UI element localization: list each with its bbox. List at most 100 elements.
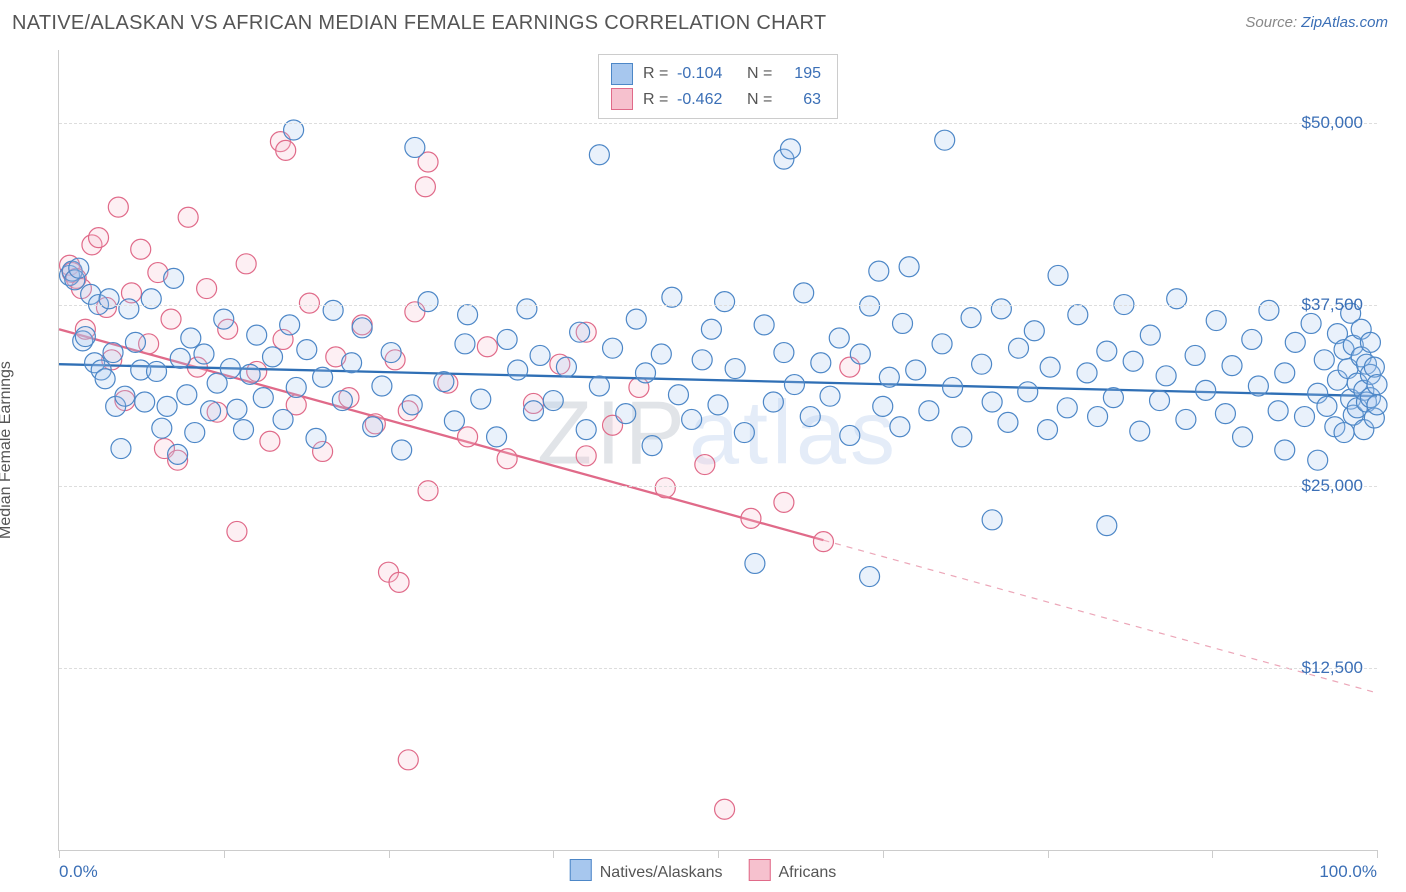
gridline-h bbox=[59, 668, 1377, 669]
scatter-point bbox=[1317, 396, 1337, 416]
legend-label-1: Natives/Alaskans bbox=[600, 864, 723, 881]
scatter-point bbox=[603, 338, 623, 358]
scatter-point bbox=[811, 353, 831, 373]
scatter-point bbox=[164, 268, 184, 288]
scatter-point bbox=[813, 532, 833, 552]
scatter-point bbox=[220, 359, 240, 379]
scatter-point bbox=[763, 392, 783, 412]
scatter-point bbox=[893, 313, 913, 333]
scatter-point bbox=[952, 427, 972, 447]
scatter-point bbox=[227, 521, 247, 541]
scatter-point bbox=[890, 417, 910, 437]
scatter-point bbox=[576, 446, 596, 466]
scatter-point bbox=[135, 392, 155, 412]
y-tick-label: $25,000 bbox=[1302, 476, 1363, 496]
scatter-point bbox=[508, 360, 528, 380]
scatter-point bbox=[982, 392, 1002, 412]
scatter-point bbox=[725, 359, 745, 379]
scatter-point bbox=[829, 328, 849, 348]
y-tick-label: $37,500 bbox=[1302, 295, 1363, 315]
gridline-h bbox=[59, 305, 1377, 306]
scatter-point bbox=[1242, 329, 1262, 349]
stats-n-label: N = bbox=[747, 61, 777, 87]
scatter-point bbox=[434, 372, 454, 392]
x-tick-mark bbox=[389, 850, 390, 858]
scatter-point bbox=[1048, 265, 1068, 285]
scatter-svg bbox=[59, 50, 1377, 850]
scatter-point bbox=[616, 404, 636, 424]
scatter-point bbox=[1009, 338, 1029, 358]
scatter-point bbox=[543, 391, 563, 411]
scatter-point bbox=[157, 396, 177, 416]
scatter-point bbox=[1308, 450, 1328, 470]
scatter-point bbox=[1259, 300, 1279, 320]
scatter-point bbox=[161, 309, 181, 329]
scatter-point bbox=[1088, 407, 1108, 427]
scatter-point bbox=[178, 207, 198, 227]
scatter-point bbox=[668, 385, 688, 405]
source-link[interactable]: ZipAtlas.com bbox=[1301, 14, 1388, 31]
x-tick-label-left: 0.0% bbox=[59, 862, 98, 882]
scatter-point bbox=[1334, 423, 1354, 443]
chart-source: Source: ZipAtlas.com bbox=[1245, 14, 1388, 31]
scatter-point bbox=[626, 309, 646, 329]
stats-legend: R = -0.104 N = 195 R = -0.462 N = 63 bbox=[598, 54, 838, 119]
scatter-point bbox=[530, 345, 550, 365]
scatter-point bbox=[1233, 427, 1253, 447]
scatter-point bbox=[497, 329, 517, 349]
chart-title: NATIVE/ALASKAN VS AFRICAN MEDIAN FEMALE … bbox=[12, 12, 826, 35]
swatch-series-2 bbox=[611, 88, 633, 110]
scatter-point bbox=[754, 315, 774, 335]
scatter-point bbox=[991, 299, 1011, 319]
scatter-point bbox=[1301, 313, 1321, 333]
scatter-point bbox=[1176, 409, 1196, 429]
scatter-point bbox=[1140, 325, 1160, 345]
scatter-point bbox=[794, 283, 814, 303]
scatter-point bbox=[306, 428, 326, 448]
scatter-point bbox=[741, 508, 761, 528]
scatter-point bbox=[1167, 289, 1187, 309]
gridline-h bbox=[59, 123, 1377, 124]
scatter-point bbox=[589, 376, 609, 396]
legend-item-1: Natives/Alaskans bbox=[570, 859, 723, 882]
scatter-point bbox=[471, 389, 491, 409]
scatter-point bbox=[1285, 332, 1305, 352]
scatter-point bbox=[784, 375, 804, 395]
scatter-point bbox=[1150, 391, 1170, 411]
scatter-point bbox=[363, 417, 383, 437]
scatter-point bbox=[1367, 395, 1387, 415]
y-axis-label: Median Female Earnings bbox=[0, 361, 15, 539]
scatter-point bbox=[1024, 321, 1044, 341]
stats-r-label: R = bbox=[643, 87, 677, 113]
stats-row-1: R = -0.104 N = 195 bbox=[611, 61, 821, 87]
scatter-point bbox=[1268, 401, 1288, 421]
scatter-point bbox=[1206, 311, 1226, 331]
scatter-point bbox=[75, 327, 95, 347]
scatter-point bbox=[108, 197, 128, 217]
scatter-point bbox=[313, 367, 333, 387]
legend-label-2: Africans bbox=[778, 864, 836, 881]
scatter-point bbox=[240, 364, 260, 384]
scatter-point bbox=[589, 145, 609, 165]
scatter-point bbox=[820, 386, 840, 406]
scatter-point bbox=[998, 412, 1018, 432]
scatter-point bbox=[1248, 376, 1268, 396]
scatter-point bbox=[381, 343, 401, 363]
scatter-point bbox=[715, 799, 735, 819]
scatter-point bbox=[273, 409, 293, 429]
scatter-point bbox=[342, 353, 362, 373]
scatter-point bbox=[405, 137, 425, 157]
scatter-point bbox=[1103, 388, 1123, 408]
scatter-point bbox=[141, 289, 161, 309]
scatter-point bbox=[418, 292, 438, 312]
scatter-point bbox=[201, 401, 221, 421]
scatter-point bbox=[734, 423, 754, 443]
scatter-point bbox=[418, 481, 438, 501]
scatter-point bbox=[497, 449, 517, 469]
scatter-point bbox=[576, 420, 596, 440]
scatter-point bbox=[69, 258, 89, 278]
scatter-point bbox=[1038, 420, 1058, 440]
scatter-point bbox=[840, 425, 860, 445]
scatter-point bbox=[1156, 366, 1176, 386]
scatter-point bbox=[1130, 421, 1150, 441]
